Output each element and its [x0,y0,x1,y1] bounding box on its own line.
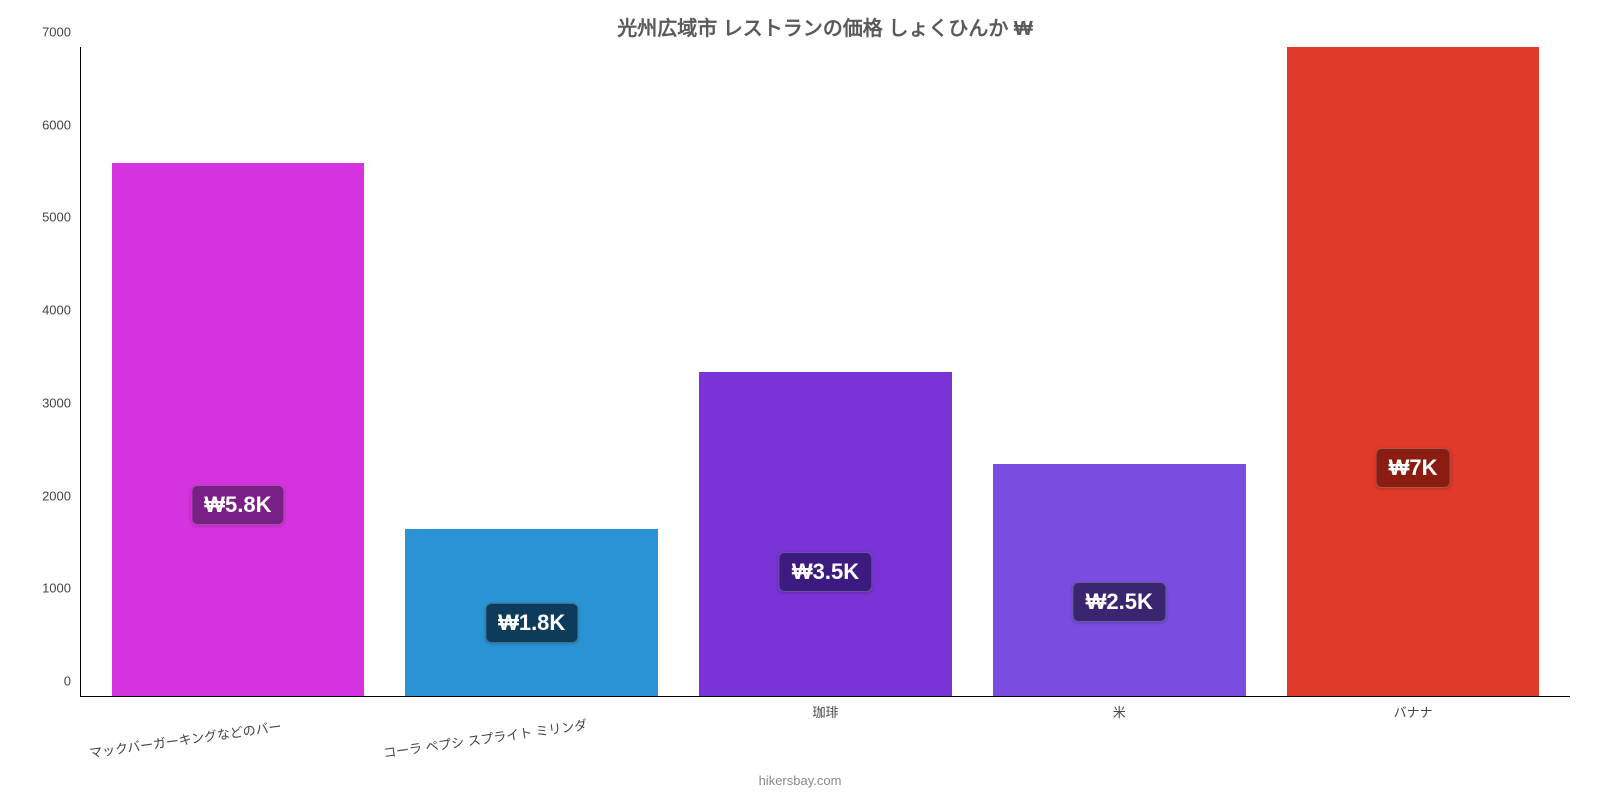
bar-value-label: ₩1.8K [485,603,578,643]
attribution-text: hikersbay.com [0,773,1600,788]
y-tick-label: 0 [64,674,71,689]
bar: ₩2.5K [993,464,1246,696]
bar: ₩3.5K [699,372,952,697]
y-tick-label: 6000 [42,117,71,132]
bar: ₩7K [1287,47,1540,696]
y-tick-label: 2000 [42,488,71,503]
bar-value-label: ₩2.5K [1073,582,1166,622]
chart-title: 光州広域市 レストランの価格 しょくひんか ₩ [80,12,1570,41]
x-tick-label: バナナ [1266,702,1560,721]
x-axis-labels: マックバーガーキングなどのバーコーラ ペプシ スプライト ミリンダ珈琲米バナナ [81,696,1570,721]
bar-value-label: ₩7K [1376,448,1451,488]
y-tick-label: 4000 [42,303,71,318]
bar-value-label: ₩5.8K [191,485,284,525]
x-tick-label: マックバーガーキングなどのバー [88,702,382,762]
bar-value-label: ₩3.5K [779,552,872,592]
bar-slot: ₩5.8K [91,47,385,696]
y-tick-label: 7000 [42,25,71,40]
bar-slot: ₩2.5K [972,47,1266,696]
y-tick-label: 1000 [42,581,71,596]
y-tick-label: 3000 [42,395,71,410]
bar-slot: ₩3.5K [679,47,973,696]
bar-slot: ₩1.8K [385,47,679,696]
bar-slot: ₩7K [1266,47,1560,696]
y-tick-label: 5000 [42,210,71,225]
x-tick-label: コーラ ペプシ スプライト ミリンダ [382,702,676,762]
x-tick-label: 珈琲 [679,702,973,721]
bar: ₩5.8K [112,163,365,696]
bar-chart: 光州広域市 レストランの価格 しょくひんか ₩ ₩5.8K₩1.8K₩3.5K₩… [0,0,1600,800]
bar: ₩1.8K [405,529,658,696]
bars-container: ₩5.8K ₩1.8K ₩3.5K ₩2.5K ₩7K [81,47,1570,696]
plot-area: ₩5.8K₩1.8K₩3.5K₩2.5K₩7K マックバーガーキングなどのバーコ… [80,47,1570,697]
x-tick-label: 米 [972,702,1266,721]
